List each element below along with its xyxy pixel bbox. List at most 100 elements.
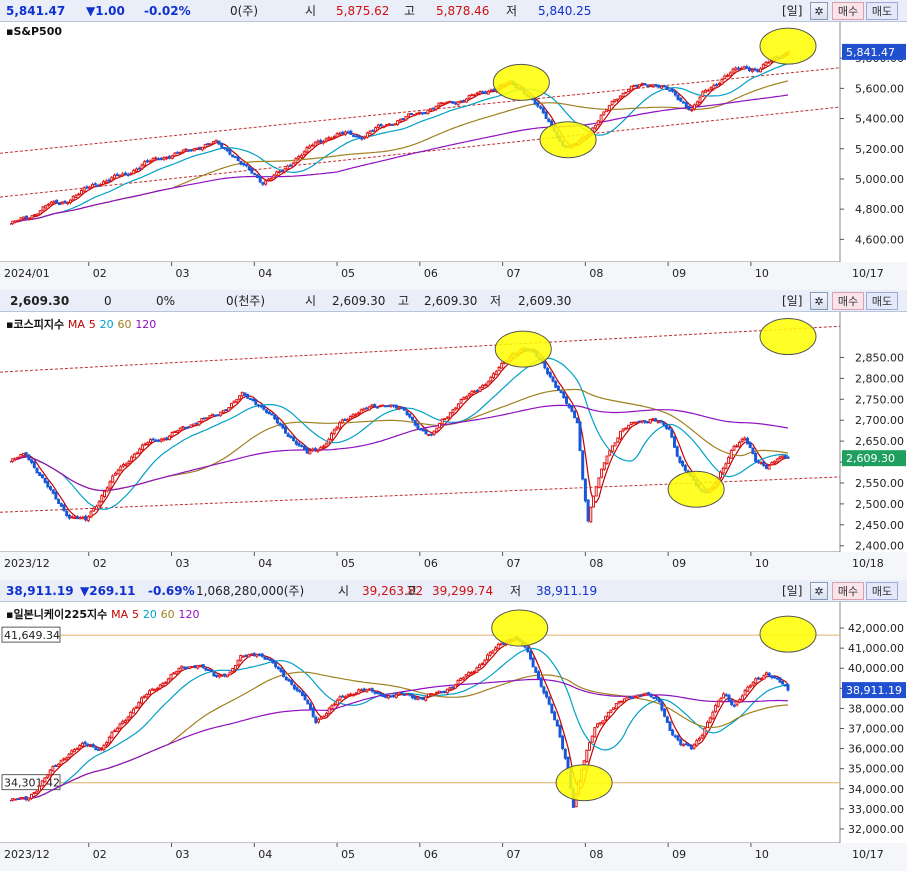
- candle-body: [671, 729, 675, 736]
- sell-button[interactable]: 매도: [866, 2, 898, 20]
- candle-body: [764, 464, 768, 469]
- candle-body: [140, 697, 143, 704]
- candle-body: [446, 416, 450, 419]
- candle-body: [451, 409, 455, 414]
- candle-body: [775, 458, 779, 463]
- sell-button[interactable]: 매도: [866, 582, 898, 600]
- buy-button[interactable]: 매수: [832, 2, 864, 20]
- candle-body: [154, 439, 158, 442]
- change: ▼269.11: [80, 583, 136, 598]
- candle-body: [665, 716, 669, 723]
- sell-button[interactable]: 매도: [866, 292, 898, 310]
- candle-body: [83, 741, 87, 745]
- candle-body: [767, 465, 771, 470]
- candle-body: [473, 390, 477, 393]
- candle-body: [272, 174, 276, 179]
- candle-body: [728, 72, 732, 77]
- candle-body: [220, 142, 224, 148]
- chart-background: [0, 312, 907, 580]
- candle-body: [756, 69, 760, 72]
- candle-body: [21, 797, 25, 799]
- open-label: 시: [305, 4, 317, 18]
- candle-body: [397, 407, 401, 410]
- candle-body: [161, 682, 165, 687]
- candle-body: [91, 744, 95, 748]
- period-label[interactable]: [일]: [782, 584, 803, 598]
- buy-button[interactable]: 매수: [832, 582, 864, 600]
- candle-body: [354, 135, 358, 138]
- low-label: 저: [510, 584, 522, 598]
- x-tick-label: 08: [589, 848, 603, 861]
- candle-body: [464, 98, 468, 103]
- candle-body: [238, 395, 242, 400]
- candle-body: [74, 194, 78, 199]
- candle-body: [673, 436, 676, 448]
- candle-body: [531, 657, 535, 668]
- candle-body: [316, 140, 320, 144]
- candle-body: [590, 735, 594, 743]
- settings-gear-icon[interactable]: ✲: [810, 292, 828, 310]
- candle-body: [273, 415, 277, 420]
- candle-body: [170, 155, 174, 159]
- x-tick-label: 02: [93, 267, 107, 280]
- candle-body: [563, 748, 567, 759]
- candle-body: [224, 409, 228, 411]
- candle-body: [41, 206, 45, 211]
- candle-body: [367, 406, 371, 411]
- candle-body: [396, 120, 400, 125]
- candle-body: [54, 491, 58, 500]
- candle-body: [437, 690, 441, 694]
- x-tick-label: 10: [755, 267, 769, 280]
- candle-body: [262, 405, 266, 410]
- ma-line-ma_mid: [9, 63, 789, 225]
- kospi-chart[interactable]: 2,400.002,450.002,500.002,550.002,600.00…: [0, 312, 907, 580]
- candle-body: [241, 655, 245, 658]
- candle-body: [443, 418, 447, 421]
- candle-body: [781, 455, 785, 459]
- candle-body: [751, 681, 755, 686]
- candle-body: [84, 515, 88, 521]
- candle-body: [19, 454, 23, 458]
- candle-body: [429, 108, 433, 111]
- candle-body: [176, 151, 180, 154]
- period-label[interactable]: [일]: [782, 294, 803, 308]
- candle-body: [596, 723, 599, 728]
- candle-body: [138, 448, 142, 454]
- candle-body: [99, 748, 103, 751]
- candle-body: [378, 692, 382, 695]
- candle-body: [628, 696, 632, 699]
- candle-body: [281, 424, 285, 429]
- candle-body: [313, 142, 317, 147]
- candle-body: [365, 132, 369, 138]
- candle-body: [198, 146, 202, 150]
- candle-body: [478, 664, 481, 669]
- candle-body: [423, 112, 427, 114]
- buy-button[interactable]: 매수: [832, 292, 864, 310]
- candle-body: [533, 99, 537, 105]
- sp500-chart[interactable]: 4,600.00 4,800.00 5,000.00 5,200.00 5,400.00…: [0, 22, 907, 290]
- candle-body: [619, 430, 622, 440]
- candle-body: [126, 173, 130, 176]
- candle-body: [16, 219, 20, 222]
- x-tick-label: 04: [258, 557, 272, 570]
- period-label[interactable]: [일]: [782, 4, 803, 18]
- candle-body: [778, 677, 782, 683]
- settings-gear-icon[interactable]: ✲: [810, 2, 828, 20]
- candle-body: [448, 100, 452, 103]
- candle-body: [539, 677, 543, 687]
- settings-gear-icon[interactable]: ✲: [810, 582, 828, 600]
- candle-body: [371, 129, 375, 132]
- candle-body: [228, 671, 232, 676]
- candle-body: [204, 667, 208, 671]
- candle-body: [481, 91, 485, 94]
- candle-body: [316, 449, 320, 452]
- candle-body: [62, 504, 66, 511]
- candle-body: [370, 688, 374, 692]
- candle-body: [400, 691, 404, 695]
- candle-body: [67, 753, 71, 759]
- candle-body: [435, 427, 439, 433]
- candle-body: [429, 433, 433, 436]
- candle-body: [607, 105, 611, 112]
- nikkei-chart[interactable]: 32,000.00 33,000.00 34,000.00 35,000.00 36,0…: [0, 602, 907, 871]
- candle-body: [618, 95, 622, 99]
